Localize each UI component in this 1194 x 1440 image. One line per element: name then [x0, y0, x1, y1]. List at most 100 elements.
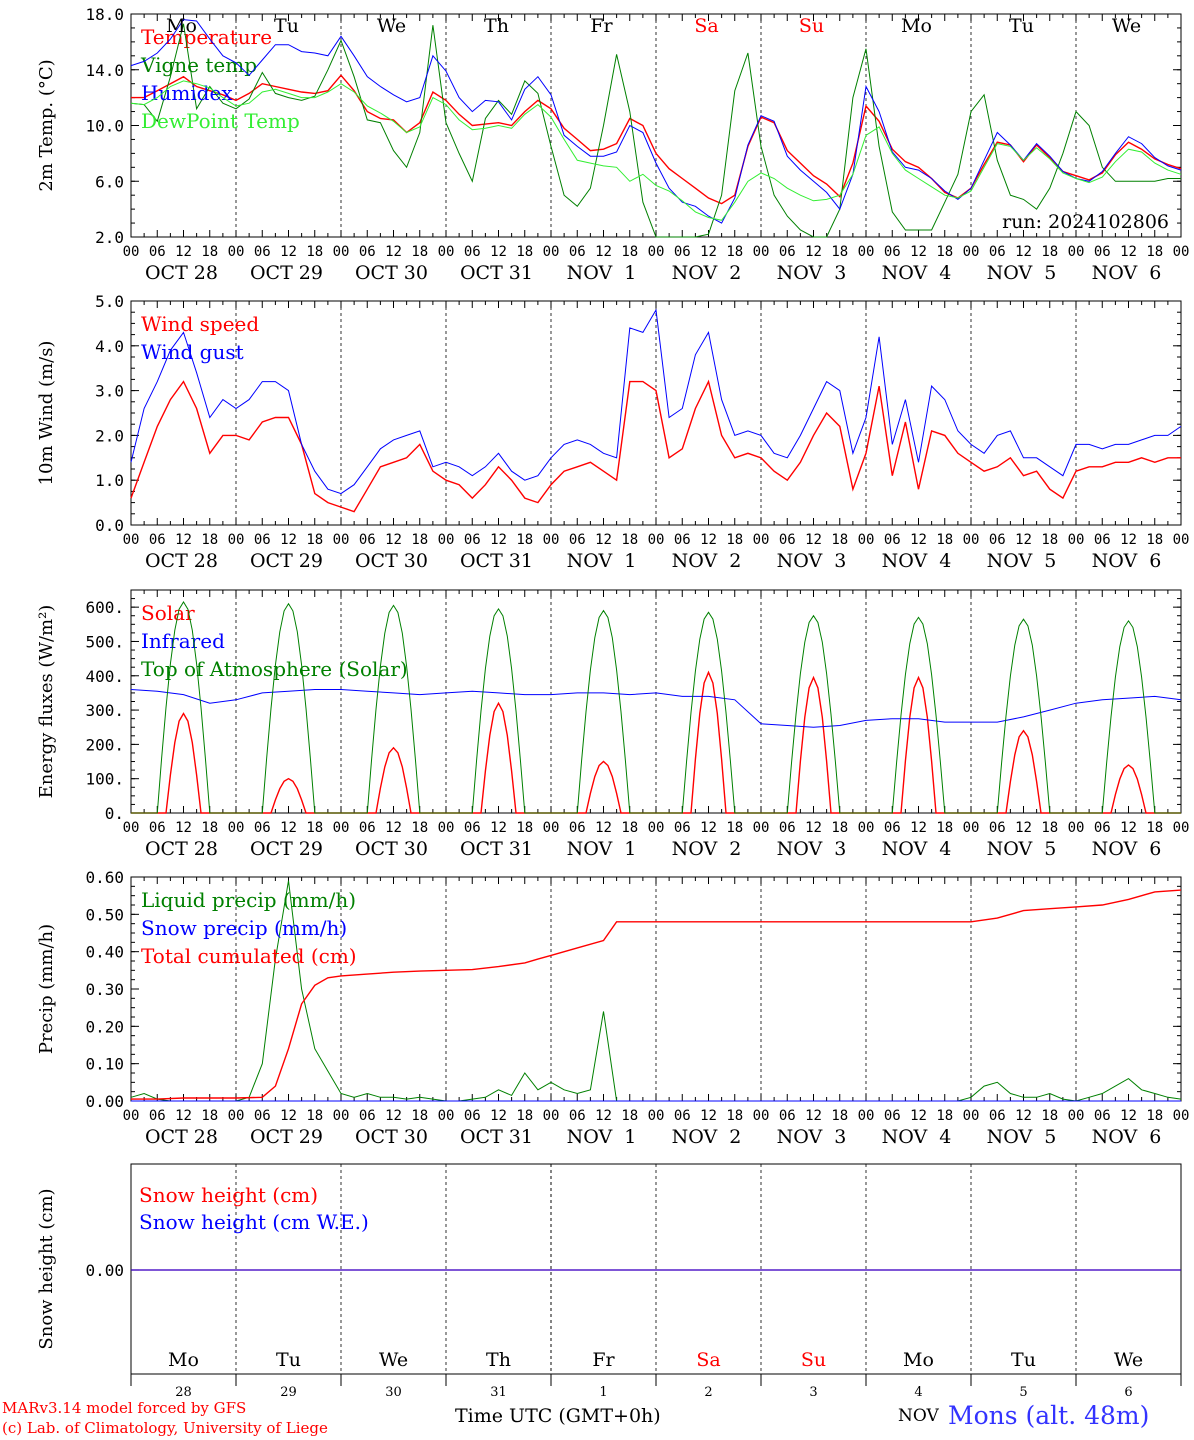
date-label: OCT 30 [355, 550, 428, 572]
day-number: 5 [1019, 1385, 1027, 1400]
date-label: NOV 4 [882, 262, 952, 284]
hour-label: 18 [516, 820, 533, 836]
hour-label: 12 [700, 1108, 717, 1124]
hour-label: 18 [306, 1108, 323, 1124]
hour-label: 12 [490, 1108, 507, 1124]
y-tick-label: 200. [85, 735, 124, 754]
hour-label: 18 [1041, 244, 1058, 260]
y-tick-label: 0.60 [85, 868, 124, 887]
hour-label: 12 [385, 532, 402, 548]
legend-entry: Top of Atmosphere (Solar) [141, 657, 408, 681]
series-line-2 [131, 601, 1181, 814]
hour-label: 00 [228, 1108, 245, 1124]
hour-label: 00 [1173, 532, 1190, 548]
hour-label: 00 [753, 1108, 770, 1124]
hour-label: 18 [621, 820, 638, 836]
hour-label: 18 [831, 820, 848, 836]
y-tick-label: 2.0 [95, 426, 124, 445]
hour-label: 00 [1068, 532, 1085, 548]
hour-label: 06 [359, 244, 376, 260]
hour-label: 12 [700, 820, 717, 836]
hour-label: 12 [175, 1108, 192, 1124]
day-name-bottom: We [1114, 1349, 1143, 1371]
hour-label: 00 [123, 244, 140, 260]
day-name-top: Th [484, 15, 509, 37]
hour-label: 06 [779, 1108, 796, 1124]
hour-label: 18 [516, 532, 533, 548]
hour-label: 18 [201, 244, 218, 260]
hour-label: 12 [1015, 1108, 1032, 1124]
hour-label: 18 [621, 244, 638, 260]
hour-label: 18 [1041, 1108, 1058, 1124]
y-axis-label: Snow height (cm) [36, 1188, 57, 1349]
hour-label: 06 [1094, 532, 1111, 548]
y-tick-label: 300. [85, 701, 124, 720]
day-name-bottom: Tu [276, 1349, 301, 1371]
hour-label: 06 [254, 244, 271, 260]
date-label: NOV 1 [567, 262, 637, 284]
hour-label: 18 [411, 244, 428, 260]
date-label: NOV 3 [777, 262, 847, 284]
hour-label: 12 [385, 1108, 402, 1124]
day-name-top: Fr [590, 15, 613, 37]
hour-label: 12 [280, 244, 297, 260]
day-name-top: We [377, 15, 406, 37]
date-label: NOV 5 [987, 262, 1057, 284]
y-tick-label: 500. [85, 632, 124, 651]
hour-label: 00 [543, 820, 560, 836]
hour-label: 18 [516, 244, 533, 260]
series-line-1 [130, 308, 1182, 495]
hour-label: 18 [831, 532, 848, 548]
hour-label: 00 [123, 532, 140, 548]
day-name-bottom: Tu [1011, 1349, 1036, 1371]
y-tick-label: 3.0 [95, 382, 124, 401]
hour-label: 12 [385, 820, 402, 836]
panel-1: 18.0 14.0 10.0 6.0 2.0 2m Temp. (°C) 00 06 12 18 O… [36, 5, 1189, 284]
day-number: 29 [280, 1385, 297, 1400]
y-tick-label: 600. [85, 598, 124, 617]
hour-label: 12 [595, 1108, 612, 1124]
hour-label: 18 [726, 244, 743, 260]
date-label: NOV 2 [672, 838, 742, 860]
hour-label: 06 [884, 244, 901, 260]
series-line-3 [130, 80, 1182, 221]
hour-label: 12 [1120, 532, 1137, 548]
hour-label: 12 [1015, 244, 1032, 260]
day-number: 6 [1124, 1385, 1132, 1400]
hour-label: 06 [464, 1108, 481, 1124]
day-name-bottom: Fr [592, 1349, 615, 1371]
hour-label: 06 [149, 820, 166, 836]
date-label: OCT 29 [250, 550, 323, 572]
hour-label: 06 [884, 532, 901, 548]
day-number: 3 [809, 1385, 817, 1400]
hour-label: 12 [1015, 820, 1032, 836]
hour-label: 12 [1120, 244, 1137, 260]
date-label: OCT 28 [145, 838, 218, 860]
hour-label: 00 [123, 1108, 140, 1124]
hour-label: 00 [858, 244, 875, 260]
hour-label: 12 [700, 244, 717, 260]
y-axis-label: 10m Wind (m/s) [36, 341, 57, 486]
hour-label: 12 [700, 532, 717, 548]
y-tick-label: 0.0 [95, 516, 124, 535]
hour-label: 00 [1068, 1108, 1085, 1124]
day-name-bottom: Sa [696, 1349, 720, 1371]
date-label: NOV 5 [987, 1126, 1057, 1148]
series-line-2 [131, 889, 1182, 1100]
hour-label: 18 [201, 532, 218, 548]
day-name-bottom: Mo [903, 1349, 934, 1371]
hour-label: 06 [464, 820, 481, 836]
day-name-top: Tu [274, 15, 299, 37]
y-tick-label: 0.50 [85, 905, 124, 924]
day-name-top: Sa [694, 15, 718, 37]
hour-label: 12 [595, 244, 612, 260]
hour-label: 18 [726, 532, 743, 548]
hour-label: 00 [858, 1108, 875, 1124]
date-label: NOV 5 [987, 550, 1057, 572]
date-label: NOV 1 [567, 1126, 637, 1148]
legend-entry: Wind speed [141, 312, 259, 336]
hour-label: 00 [858, 820, 875, 836]
hour-label: 12 [175, 820, 192, 836]
hour-label: 06 [254, 1108, 271, 1124]
plot-frame [130, 300, 1182, 526]
